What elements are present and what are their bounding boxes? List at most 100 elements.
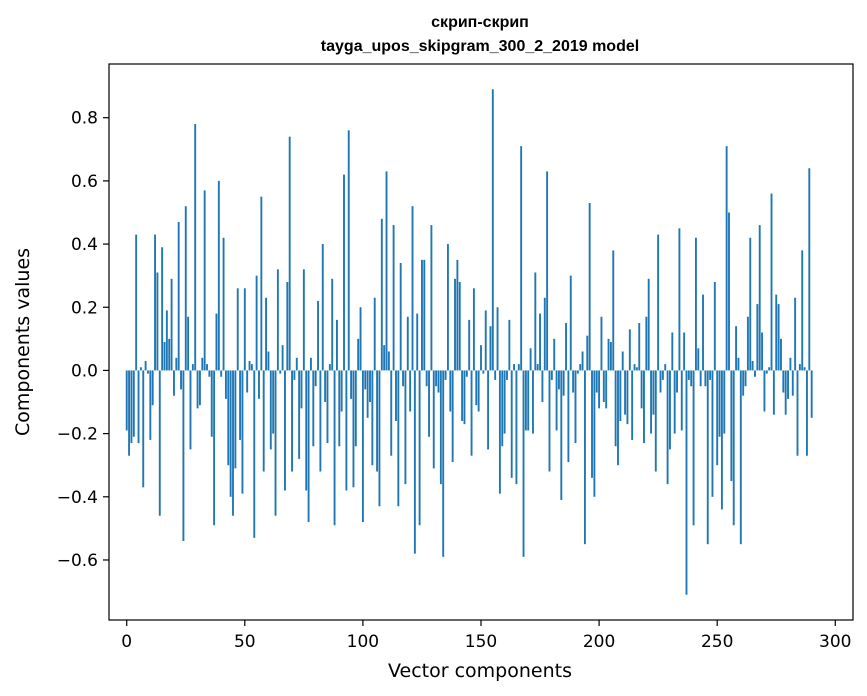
bar-37 [213, 370, 216, 526]
bar-271 [765, 370, 768, 374]
bar-164 [513, 364, 516, 371]
bar-136 [446, 244, 449, 371]
bar-289 [808, 168, 811, 371]
bar-230 [669, 370, 671, 450]
bar-187 [567, 370, 570, 463]
y-tick-label: 0.8 [71, 109, 98, 129]
bar-121 [411, 206, 414, 371]
bar-109 [383, 345, 386, 371]
bar-106 [376, 370, 379, 472]
bar-223 [652, 370, 655, 415]
bar-238 [687, 370, 690, 380]
bar-113 [392, 225, 395, 371]
bar-118 [404, 370, 407, 485]
y-tick-label: 0.6 [71, 172, 98, 192]
bar-198 [593, 370, 596, 497]
y-tick-label: 0.2 [71, 298, 98, 318]
chart-title: скрип-скрип [431, 14, 529, 31]
bar-102 [366, 370, 369, 418]
bar-288 [806, 370, 808, 456]
bar-105 [373, 297, 376, 371]
bar-68 [286, 281, 289, 371]
bar-206 [612, 250, 615, 371]
bar-151 [482, 370, 485, 374]
bar-139 [454, 278, 456, 371]
bar-87 [331, 278, 334, 371]
bar-188 [569, 275, 572, 371]
bar-9 [147, 370, 149, 374]
bar-79 [312, 370, 315, 447]
bar-8 [144, 360, 147, 371]
bar-248 [711, 370, 714, 497]
bar-48 [239, 370, 242, 440]
bar-41 [222, 237, 225, 371]
bar-132 [437, 370, 440, 393]
bar-19 [170, 278, 173, 371]
x-tick-label: 100 [347, 632, 379, 652]
bar-186 [565, 323, 567, 371]
bar-280 [787, 370, 789, 399]
bar-274 [772, 370, 775, 415]
bar-117 [402, 370, 404, 387]
bar-172 [532, 370, 534, 434]
bar-44 [229, 370, 232, 497]
bar-166 [517, 364, 520, 371]
bar-287 [803, 367, 806, 371]
chart-subtitle: tayga_upos_skipgram_300_2_2019 model [321, 38, 639, 55]
bar-273 [770, 193, 773, 371]
bar-39 [217, 180, 220, 371]
bar-50 [243, 288, 246, 371]
bar-152 [484, 310, 487, 371]
bar-119 [406, 316, 409, 371]
y-tick-label: −0.6 [57, 551, 98, 571]
bar-135 [444, 370, 447, 380]
bar-200 [598, 370, 601, 409]
bar-26 [187, 316, 190, 371]
bar-137 [449, 370, 452, 412]
bar-133 [439, 370, 442, 485]
bar-243 [699, 370, 702, 387]
bar-185 [562, 370, 565, 396]
bar-231 [671, 332, 674, 371]
bar-282 [791, 370, 794, 396]
bar-67 [284, 370, 286, 491]
bar-267 [756, 304, 759, 371]
bar-213 [628, 329, 631, 371]
bar-211 [624, 370, 627, 415]
bar-12 [154, 234, 156, 371]
bar-221 [647, 278, 650, 371]
y-axis-label: Components values [12, 248, 34, 436]
bar-197 [591, 370, 593, 478]
bar-161 [506, 370, 508, 380]
bar-90 [338, 370, 341, 447]
bar-46 [234, 370, 237, 469]
bar-61 [269, 370, 272, 450]
bar-60 [267, 351, 270, 371]
bar-43 [227, 370, 230, 466]
bar-97 [354, 370, 357, 447]
bar-193 [581, 351, 584, 371]
bar-24 [182, 370, 185, 542]
bar-210 [621, 351, 624, 371]
bar-88 [333, 370, 336, 526]
bar-286 [801, 250, 804, 371]
bar-268 [758, 225, 761, 371]
bar-218 [640, 370, 643, 409]
bar-160 [503, 370, 506, 434]
bar-201 [600, 316, 603, 371]
bar-14 [158, 370, 161, 516]
bar-252 [720, 370, 723, 510]
bar-28 [191, 364, 194, 371]
bar-255 [728, 212, 730, 371]
bar-265 [751, 360, 754, 371]
bar-196 [588, 203, 591, 371]
bar-162 [508, 319, 511, 371]
bar-290 [810, 370, 813, 418]
bar-173 [534, 272, 537, 371]
bar-180 [550, 370, 553, 380]
bar-215 [633, 364, 636, 371]
bar-246 [706, 370, 709, 545]
bar-94 [347, 130, 350, 371]
bar-62 [272, 370, 275, 434]
bar-204 [607, 338, 610, 371]
